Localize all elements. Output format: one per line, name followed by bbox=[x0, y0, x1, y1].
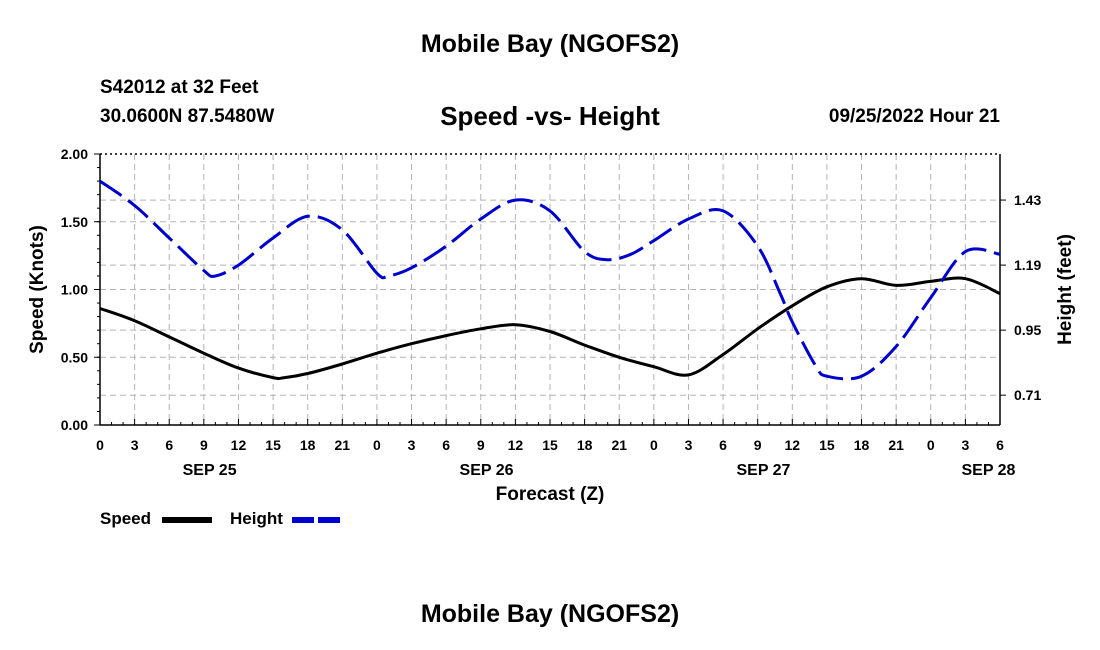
y-right-axis-title: Height (feet) bbox=[1055, 234, 1076, 345]
chart-subtitle: Speed -vs- Height bbox=[440, 101, 660, 131]
forecast-time-label: 09/25/2022 Hour 21 bbox=[828, 106, 1000, 127]
x-date-label: SEP 28 bbox=[961, 462, 1015, 479]
x-tick-label: 9 bbox=[754, 437, 762, 453]
x-tick-label: 18 bbox=[854, 437, 870, 453]
x-axis-title: Forecast (Z) bbox=[496, 484, 605, 505]
y-right-tick-label: 1.19 bbox=[1014, 257, 1041, 273]
x-tick-label: 0 bbox=[927, 437, 935, 453]
legend-height-label: Height bbox=[230, 509, 283, 528]
x-tick-label: 6 bbox=[442, 437, 450, 453]
x-tick-label: 15 bbox=[265, 437, 281, 453]
x-tick-label: 12 bbox=[231, 437, 247, 453]
x-tick-label: 21 bbox=[335, 437, 351, 453]
footer-title: Mobile Bay (NGOFS2) bbox=[420, 600, 680, 628]
y-left-axis-title: Speed (Knots) bbox=[27, 225, 48, 354]
legend-speed-label: Speed bbox=[100, 509, 152, 528]
x-tick-label: 15 bbox=[542, 437, 558, 453]
y-left-tick-label: 0.00 bbox=[61, 417, 88, 433]
y-right-tick-label: 1.43 bbox=[1014, 192, 1041, 208]
x-tick-label: 6 bbox=[996, 437, 1004, 453]
x-tick-label: 0 bbox=[373, 437, 381, 453]
x-tick-label: 6 bbox=[165, 437, 173, 453]
height-series-line bbox=[99, 179, 1001, 381]
x-tick-label: 3 bbox=[408, 437, 416, 453]
y-right-tick-label: 0.95 bbox=[1014, 322, 1041, 338]
x-date-label: SEP 25 bbox=[183, 462, 237, 479]
chart-title: Mobile Bay (NGOFS2) bbox=[420, 30, 680, 58]
station-label: S42012 at 32 Feet bbox=[100, 77, 259, 98]
coordinates-label: 30.0600N 87.5480W bbox=[100, 106, 275, 127]
x-tick-label: 3 bbox=[961, 437, 969, 453]
x-tick-label: 3 bbox=[131, 437, 139, 453]
y-left-tick-label: 1.00 bbox=[61, 282, 88, 298]
x-tick-label: 6 bbox=[719, 437, 727, 453]
x-tick-label: 18 bbox=[300, 437, 316, 453]
x-tick-label: 0 bbox=[96, 437, 104, 453]
speed-series-line bbox=[99, 276, 1001, 380]
x-tick-label: 12 bbox=[508, 437, 524, 453]
x-tick-label: 3 bbox=[685, 437, 693, 453]
x-tick-label: 18 bbox=[577, 437, 593, 453]
x-tick-label: 9 bbox=[200, 437, 208, 453]
x-tick-label: 0 bbox=[650, 437, 658, 453]
x-tick-label: 9 bbox=[477, 437, 485, 453]
y-left-tick-label: 1.50 bbox=[61, 214, 88, 230]
x-date-label: SEP 27 bbox=[736, 462, 790, 479]
y-right-tick-label: 0.71 bbox=[1014, 387, 1041, 403]
x-tick-label: 21 bbox=[888, 437, 904, 453]
y-left-tick-label: 2.00 bbox=[61, 146, 88, 162]
x-tick-label: 21 bbox=[611, 437, 627, 453]
x-tick-label: 15 bbox=[819, 437, 835, 453]
y-left-tick-label: 0.50 bbox=[61, 349, 88, 365]
x-date-label: SEP 26 bbox=[460, 462, 514, 479]
x-tick-label: 12 bbox=[785, 437, 801, 453]
